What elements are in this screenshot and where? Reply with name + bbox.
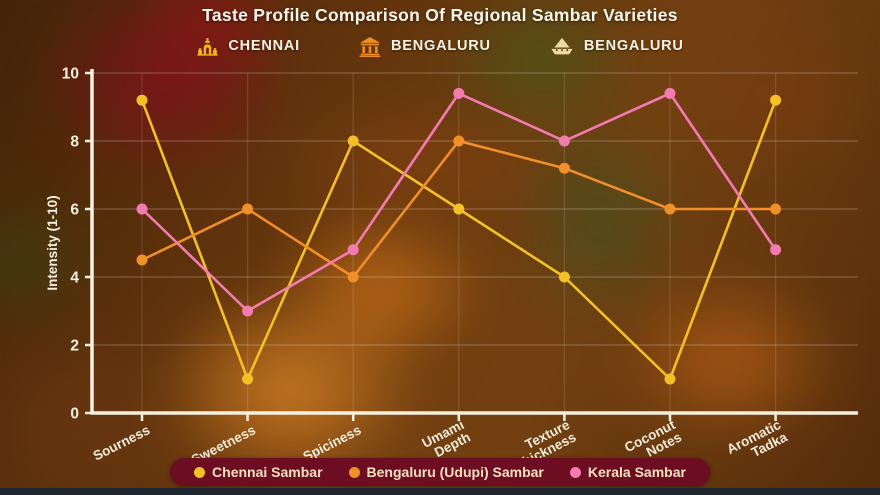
data-point	[453, 135, 465, 147]
y-tick-label: 10	[62, 66, 79, 83]
data-point	[664, 203, 676, 215]
data-point	[558, 162, 570, 174]
y-tick-label: 4	[70, 270, 79, 287]
data-point	[664, 373, 676, 385]
data-point	[136, 254, 148, 266]
data-point	[347, 135, 359, 147]
series-legend: Chennai Sambar Bengaluru (Udupi) Sambar …	[0, 458, 880, 486]
data-point	[347, 244, 359, 256]
data-point	[770, 244, 782, 256]
series-legend-item-bengaluru-udupi: Bengaluru (Udupi) Sambar	[348, 464, 544, 480]
temple-gopuram-icon	[196, 36, 219, 57]
data-point	[136, 203, 148, 215]
houseboat-icon	[549, 36, 575, 57]
data-point	[558, 271, 570, 283]
data-point	[453, 203, 465, 215]
data-point	[136, 94, 148, 106]
chennai-series-dot-icon	[194, 466, 206, 478]
city-legend-item-chennai: CHENNAI	[196, 36, 300, 57]
pillared-building-icon	[358, 36, 382, 57]
series-legend-label: Kerala Sambar	[587, 464, 686, 480]
y-tick-label: 0	[70, 406, 79, 423]
city-legend-label: BENGALURU	[390, 38, 491, 54]
series-legend-item-kerala: Kerala Sambar	[569, 464, 686, 480]
series-legend-item-chennai: Chennai Sambar	[194, 464, 323, 480]
city-legend-item-bengaluru-1: BENGALURU	[358, 36, 491, 57]
city-legend: CHENNAI BENGALURU	[0, 33, 880, 59]
series-legend-pill: Chennai Sambar Bengaluru (Udupi) Sambar …	[170, 458, 710, 486]
data-point	[558, 135, 570, 147]
city-legend-item-bengaluru-2: BENGALURU	[549, 36, 684, 57]
data-point	[242, 373, 254, 385]
data-point	[770, 203, 782, 215]
x-category-label: UmamiDepth	[420, 417, 473, 463]
city-legend-label: CHENNAI	[228, 38, 300, 54]
y-axis-title: Intensity (1-10)	[45, 195, 60, 290]
page-title: Taste Profile Comparison Of Regional Sam…	[202, 5, 678, 25]
data-point	[664, 87, 676, 99]
bottom-edge-strip	[0, 488, 880, 495]
bengaluru-series-dot-icon	[348, 466, 360, 478]
kerala-series-dot-icon	[569, 466, 581, 478]
data-point	[770, 94, 782, 106]
data-point	[453, 87, 465, 99]
data-point	[242, 305, 254, 317]
y-tick-label: 2	[70, 338, 79, 355]
data-point	[242, 203, 254, 215]
series-legend-label: Chennai Sambar	[212, 464, 323, 480]
city-legend-label: BENGALURU	[583, 38, 684, 54]
data-point	[347, 271, 359, 283]
y-tick-label: 8	[70, 134, 79, 151]
series-legend-label: Bengaluru (Udupi) Sambar	[366, 464, 544, 480]
y-tick-label: 6	[70, 202, 79, 219]
